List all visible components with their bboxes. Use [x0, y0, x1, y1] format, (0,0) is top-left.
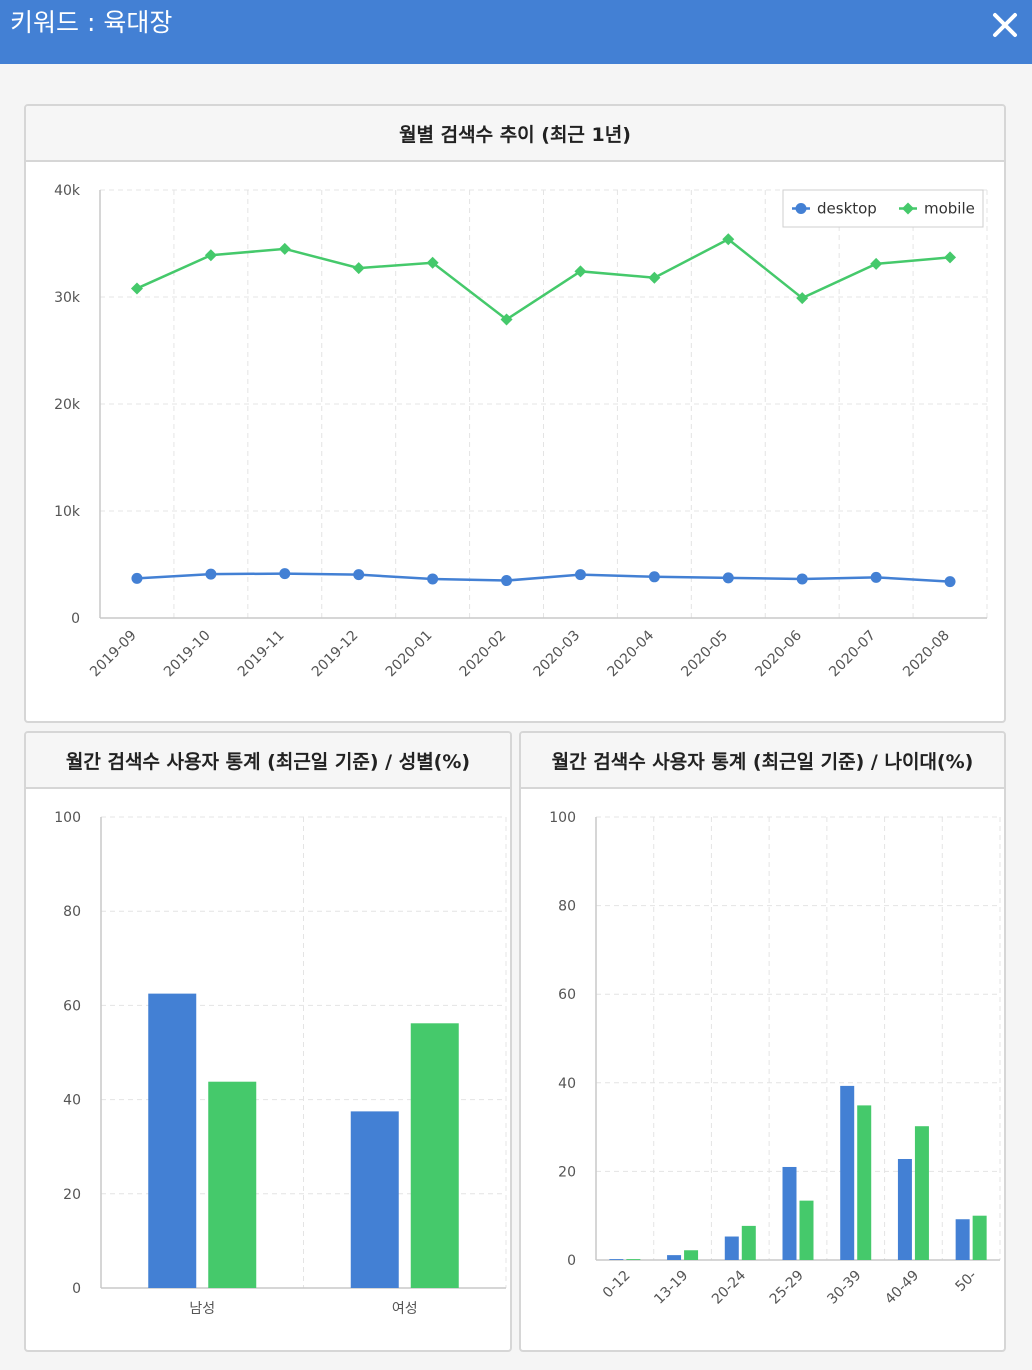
bar-mobile — [684, 1250, 699, 1260]
data-point-desktop — [501, 575, 513, 587]
bar-desktop — [350, 1111, 399, 1288]
bar-mobile — [799, 1200, 814, 1260]
bar-mobile — [410, 1023, 459, 1288]
keyword-title: 키워드 : 육대장 — [10, 8, 173, 37]
data-point-desktop — [427, 573, 439, 585]
legend-label-desktop: desktop — [817, 200, 877, 218]
y-tick-label: 100 — [54, 810, 81, 826]
bar-desktop — [148, 993, 197, 1288]
data-point-desktop — [944, 576, 956, 588]
age-panel: 월간 검색수 사용자 통계 (최근일 기준) / 나이대(%) 0 20 40 60 8… — [519, 731, 1006, 1352]
x-tick-label: 2019-12 — [309, 628, 362, 681]
data-point-mobile — [870, 257, 883, 270]
monthly-trend-panel: 월별 검색수 추이 (최근 1년) 0 10k 20k 30k 40k 2019-09 20… — [24, 104, 1006, 723]
y-tick-label: 10k — [54, 504, 81, 520]
data-point-desktop — [279, 568, 291, 580]
x-tick-label: 2020-02 — [457, 628, 510, 681]
bar-desktop — [724, 1236, 739, 1260]
legend-marker-desktop — [795, 203, 807, 214]
age-title: 월간 검색수 사용자 통계 (최근일 기준) / 나이대(%) — [521, 733, 1004, 789]
x-tick-label: 남성 — [189, 1301, 215, 1317]
y-tick-label: 60 — [558, 987, 576, 1003]
x-tick-label: 0-12 — [600, 1268, 634, 1302]
y-tick-label: 30k — [54, 290, 81, 306]
bar-mobile — [208, 1081, 257, 1288]
data-point-mobile — [500, 313, 513, 326]
bar-desktop — [609, 1259, 624, 1260]
data-point-desktop — [205, 568, 217, 580]
y-tick-label: 40 — [558, 1076, 576, 1092]
data-point-mobile — [722, 233, 735, 246]
bar-desktop — [897, 1158, 912, 1260]
data-point-mobile — [648, 271, 661, 284]
x-tick-label: 여성 — [392, 1301, 418, 1317]
series-line-mobile — [136, 237, 951, 322]
x-tick-label: 2020-03 — [531, 628, 584, 681]
gender-title: 월간 검색수 사용자 통계 (최근일 기준) / 성별(%) — [26, 733, 510, 789]
close-icon[interactable] — [990, 10, 1020, 40]
header-bar: 키워드 : 육대장 — [0, 0, 1032, 64]
data-point-desktop — [648, 571, 660, 583]
data-point-desktop — [796, 573, 808, 585]
y-tick-label: 0 — [72, 1281, 81, 1297]
age-chart: 0 20 40 60 80 100 0-12 13-19 20-24 25-29 30-39 40-4… — [549, 810, 1001, 1308]
x-tick-label: 2020-08 — [900, 628, 953, 681]
series-line-desktop — [136, 572, 951, 583]
data-point-mobile — [796, 292, 809, 305]
bar-desktop — [955, 1219, 970, 1260]
x-tick-label: 2020-07 — [826, 628, 879, 681]
y-tick-label: 20 — [558, 1164, 576, 1180]
y-tick-label: 80 — [558, 899, 576, 915]
y-tick-label: 0 — [567, 1253, 576, 1269]
bar-mobile — [857, 1105, 872, 1260]
bar-mobile — [741, 1225, 756, 1260]
x-tick-label: 50- — [952, 1268, 979, 1295]
data-point-mobile — [426, 256, 439, 269]
gender-chart: 0 20 40 60 80 100 남성 여성 — [54, 810, 507, 1317]
y-tick-label: 80 — [63, 904, 81, 920]
y-tick-label: 60 — [63, 998, 81, 1014]
data-point-desktop — [722, 572, 734, 584]
x-tick-label: 2019-11 — [235, 628, 288, 681]
data-point-mobile — [130, 282, 143, 295]
legend-label-mobile: mobile — [924, 200, 975, 218]
x-tick-label: 13-19 — [651, 1268, 691, 1308]
data-point-desktop — [353, 569, 365, 581]
data-point-mobile — [204, 249, 217, 262]
y-tick-label: 20k — [54, 397, 81, 413]
x-tick-label: 2019-09 — [87, 628, 140, 681]
y-tick-label: 0 — [71, 611, 80, 627]
x-tick-label: 20-24 — [709, 1267, 749, 1307]
x-tick-label: 2020-01 — [383, 628, 436, 681]
data-point-desktop — [870, 571, 882, 583]
y-tick-label: 100 — [549, 810, 576, 826]
y-tick-label: 40 — [63, 1093, 81, 1109]
data-point-mobile — [352, 262, 365, 275]
x-tick-label: 2020-04 — [605, 627, 658, 680]
x-tick-label: 2020-05 — [678, 628, 731, 681]
bar-desktop — [782, 1166, 797, 1260]
bar-desktop — [840, 1085, 855, 1260]
y-tick-label: 20 — [63, 1187, 81, 1203]
data-point-desktop — [131, 572, 143, 584]
legend-box — [782, 189, 984, 228]
bar-mobile — [972, 1215, 987, 1260]
data-point-desktop — [574, 569, 586, 581]
legend-marker-mobile — [902, 202, 914, 215]
bar-mobile — [914, 1126, 929, 1260]
data-point-mobile — [574, 265, 587, 278]
x-tick-label: 30-39 — [824, 1268, 864, 1308]
bar-mobile — [626, 1259, 641, 1260]
gender-panel: 월간 검색수 사용자 통계 (최근일 기준) / 성별(%) 0 20 40 60 80… — [24, 731, 512, 1352]
x-tick-label: 2020-06 — [752, 627, 805, 680]
data-point-mobile — [944, 251, 957, 264]
monthly-trend-title: 월별 검색수 추이 (최근 1년) — [26, 106, 1004, 162]
x-tick-label: 25-29 — [767, 1268, 807, 1308]
data-point-mobile — [278, 242, 291, 255]
y-tick-label: 40k — [54, 183, 81, 199]
x-tick-label: 40-49 — [882, 1268, 922, 1308]
monthly-trend-chart: 0 10k 20k 30k 40k 2019-09 2019-10 2019-11 2019-1… — [54, 183, 988, 681]
bar-desktop — [667, 1255, 682, 1260]
x-tick-label: 2019-10 — [161, 628, 214, 681]
